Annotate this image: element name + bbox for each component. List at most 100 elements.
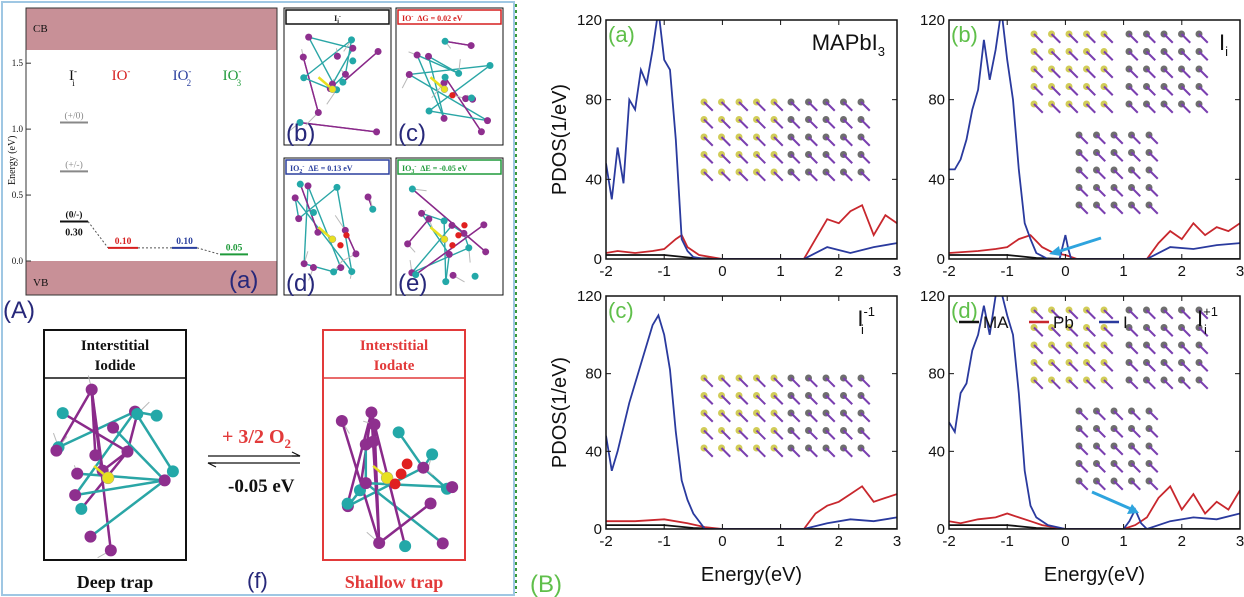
- structure-thumbnail: IO2- ΔE = 0.13 eV (d): [283, 157, 392, 297]
- inset-bond: [842, 412, 853, 423]
- inset-bond: [842, 153, 853, 164]
- inset-bond: [1180, 68, 1191, 79]
- inset-bond: [1068, 326, 1079, 337]
- defect-peak-arrowhead: [1127, 504, 1139, 514]
- legend-label-pb: Pb: [1053, 313, 1074, 332]
- thumbnail-title-box: [397, 159, 502, 175]
- inset-bond: [1085, 326, 1096, 337]
- thumbnail-sublabel: (e): [398, 270, 427, 297]
- inset-bond: [1068, 309, 1079, 320]
- x-tick-label: -2: [942, 533, 955, 550]
- conduction-band-fill: [26, 8, 277, 50]
- y-tick-label: 80: [585, 366, 602, 383]
- iodate-structure-box: [322, 329, 466, 561]
- inset-bond: [738, 377, 749, 388]
- inset-bond: [1163, 326, 1174, 337]
- plot-frame: [948, 295, 1241, 530]
- defect-level-label: (+/0): [64, 111, 83, 122]
- inset-bond: [1198, 361, 1209, 372]
- inset-bond: [773, 377, 784, 388]
- atom: [348, 268, 356, 276]
- inset-bond: [842, 118, 853, 129]
- structure-thumbnail: IO3- ΔE = -0.05 eV (e): [395, 157, 504, 297]
- bond: [299, 183, 319, 233]
- iodine-defect-atom: [380, 471, 394, 485]
- inset-bond: [1095, 480, 1106, 491]
- atom: [296, 180, 304, 188]
- inset-bond: [1145, 103, 1156, 114]
- inset-bond: [825, 153, 836, 164]
- inset-bond: [1113, 462, 1124, 473]
- level-connectors: [87, 221, 221, 255]
- bond: [294, 197, 300, 219]
- atom: [460, 229, 468, 237]
- inset-bond: [842, 171, 853, 182]
- inset-bond: [1078, 204, 1089, 215]
- inset-bond: [860, 377, 871, 388]
- inset-bond: [773, 118, 784, 129]
- x-tick-label: -1: [658, 263, 671, 280]
- inset-bond: [1103, 326, 1114, 337]
- atom: [480, 221, 488, 229]
- iodine-defect-atom: [440, 85, 449, 93]
- series-line-i: [606, 313, 897, 529]
- oxygen-atom: [337, 242, 344, 249]
- reaction-energy: -0.05 eV: [228, 476, 295, 497]
- atom: [50, 444, 63, 457]
- reaction-panel: Interstitial Iodide Interstitial Iodate …: [43, 329, 466, 593]
- x-tick-label: 1: [1119, 263, 1127, 280]
- defect-level-label: (0/-): [66, 209, 83, 220]
- legend: MA Pb I: [959, 313, 1128, 332]
- thumbnail-frame: [283, 157, 392, 296]
- inset-bond: [720, 412, 731, 423]
- pdos-chart: -2 -1 0 1 2 3 0 40 80 120 PDOS(1/eV) (a) MAPbI3: [549, 12, 901, 280]
- inset-bond: [807, 377, 818, 388]
- inset-bond: [1180, 85, 1191, 96]
- inset-crystal-images: [700, 374, 871, 458]
- vb-label: VB: [33, 277, 48, 289]
- atom: [304, 182, 312, 190]
- inset-bond: [703, 429, 714, 440]
- inset-bond: [1103, 103, 1114, 114]
- inset-bond: [790, 412, 801, 423]
- bond: [303, 185, 309, 264]
- plot-frame: [605, 295, 898, 530]
- atom: [333, 183, 341, 191]
- defect-peak-arrow: [1056, 236, 1102, 254]
- atom: [417, 461, 430, 474]
- energy-level-diagram: CB VB Energy (eV) 0.0 0.5 1.0 1.5 I-i IO- IO-…: [7, 7, 278, 296]
- atom: [483, 117, 491, 125]
- inset-bond: [720, 429, 731, 440]
- bond: [74, 410, 137, 496]
- inset-bond: [790, 394, 801, 405]
- inset-bond: [1113, 204, 1124, 215]
- atom: [426, 448, 439, 461]
- defect-levels: (+/0) (+/-) (0/-) 0.30 0.10 0.10 0.05: [60, 111, 248, 256]
- atom: [462, 95, 470, 103]
- inset-bond: [1050, 361, 1061, 372]
- atom: [442, 278, 450, 286]
- atom: [75, 502, 88, 515]
- x-tick-label: -1: [1001, 533, 1014, 550]
- atom: [455, 69, 463, 77]
- atom: [425, 107, 433, 115]
- legend-label-i: I: [1123, 313, 1128, 332]
- inset-bond: [1068, 361, 1079, 372]
- atom: [465, 244, 473, 252]
- energy-axis-label: Energy (eV): [7, 135, 18, 185]
- inset-bond: [1085, 361, 1096, 372]
- inset-bond: [1078, 186, 1089, 197]
- atom: [392, 426, 405, 439]
- inset-bond: [1163, 309, 1174, 320]
- series-line-ma: [606, 524, 897, 529]
- bond: [344, 39, 353, 75]
- inset-bond: [755, 394, 766, 405]
- inset-bond: [1033, 68, 1044, 79]
- inset-bond: [1130, 134, 1141, 145]
- bond: [444, 40, 472, 47]
- bond: [428, 64, 491, 112]
- atom: [486, 61, 494, 69]
- inset-bond: [1085, 85, 1096, 96]
- energy-tick-label: 1.5: [12, 58, 24, 68]
